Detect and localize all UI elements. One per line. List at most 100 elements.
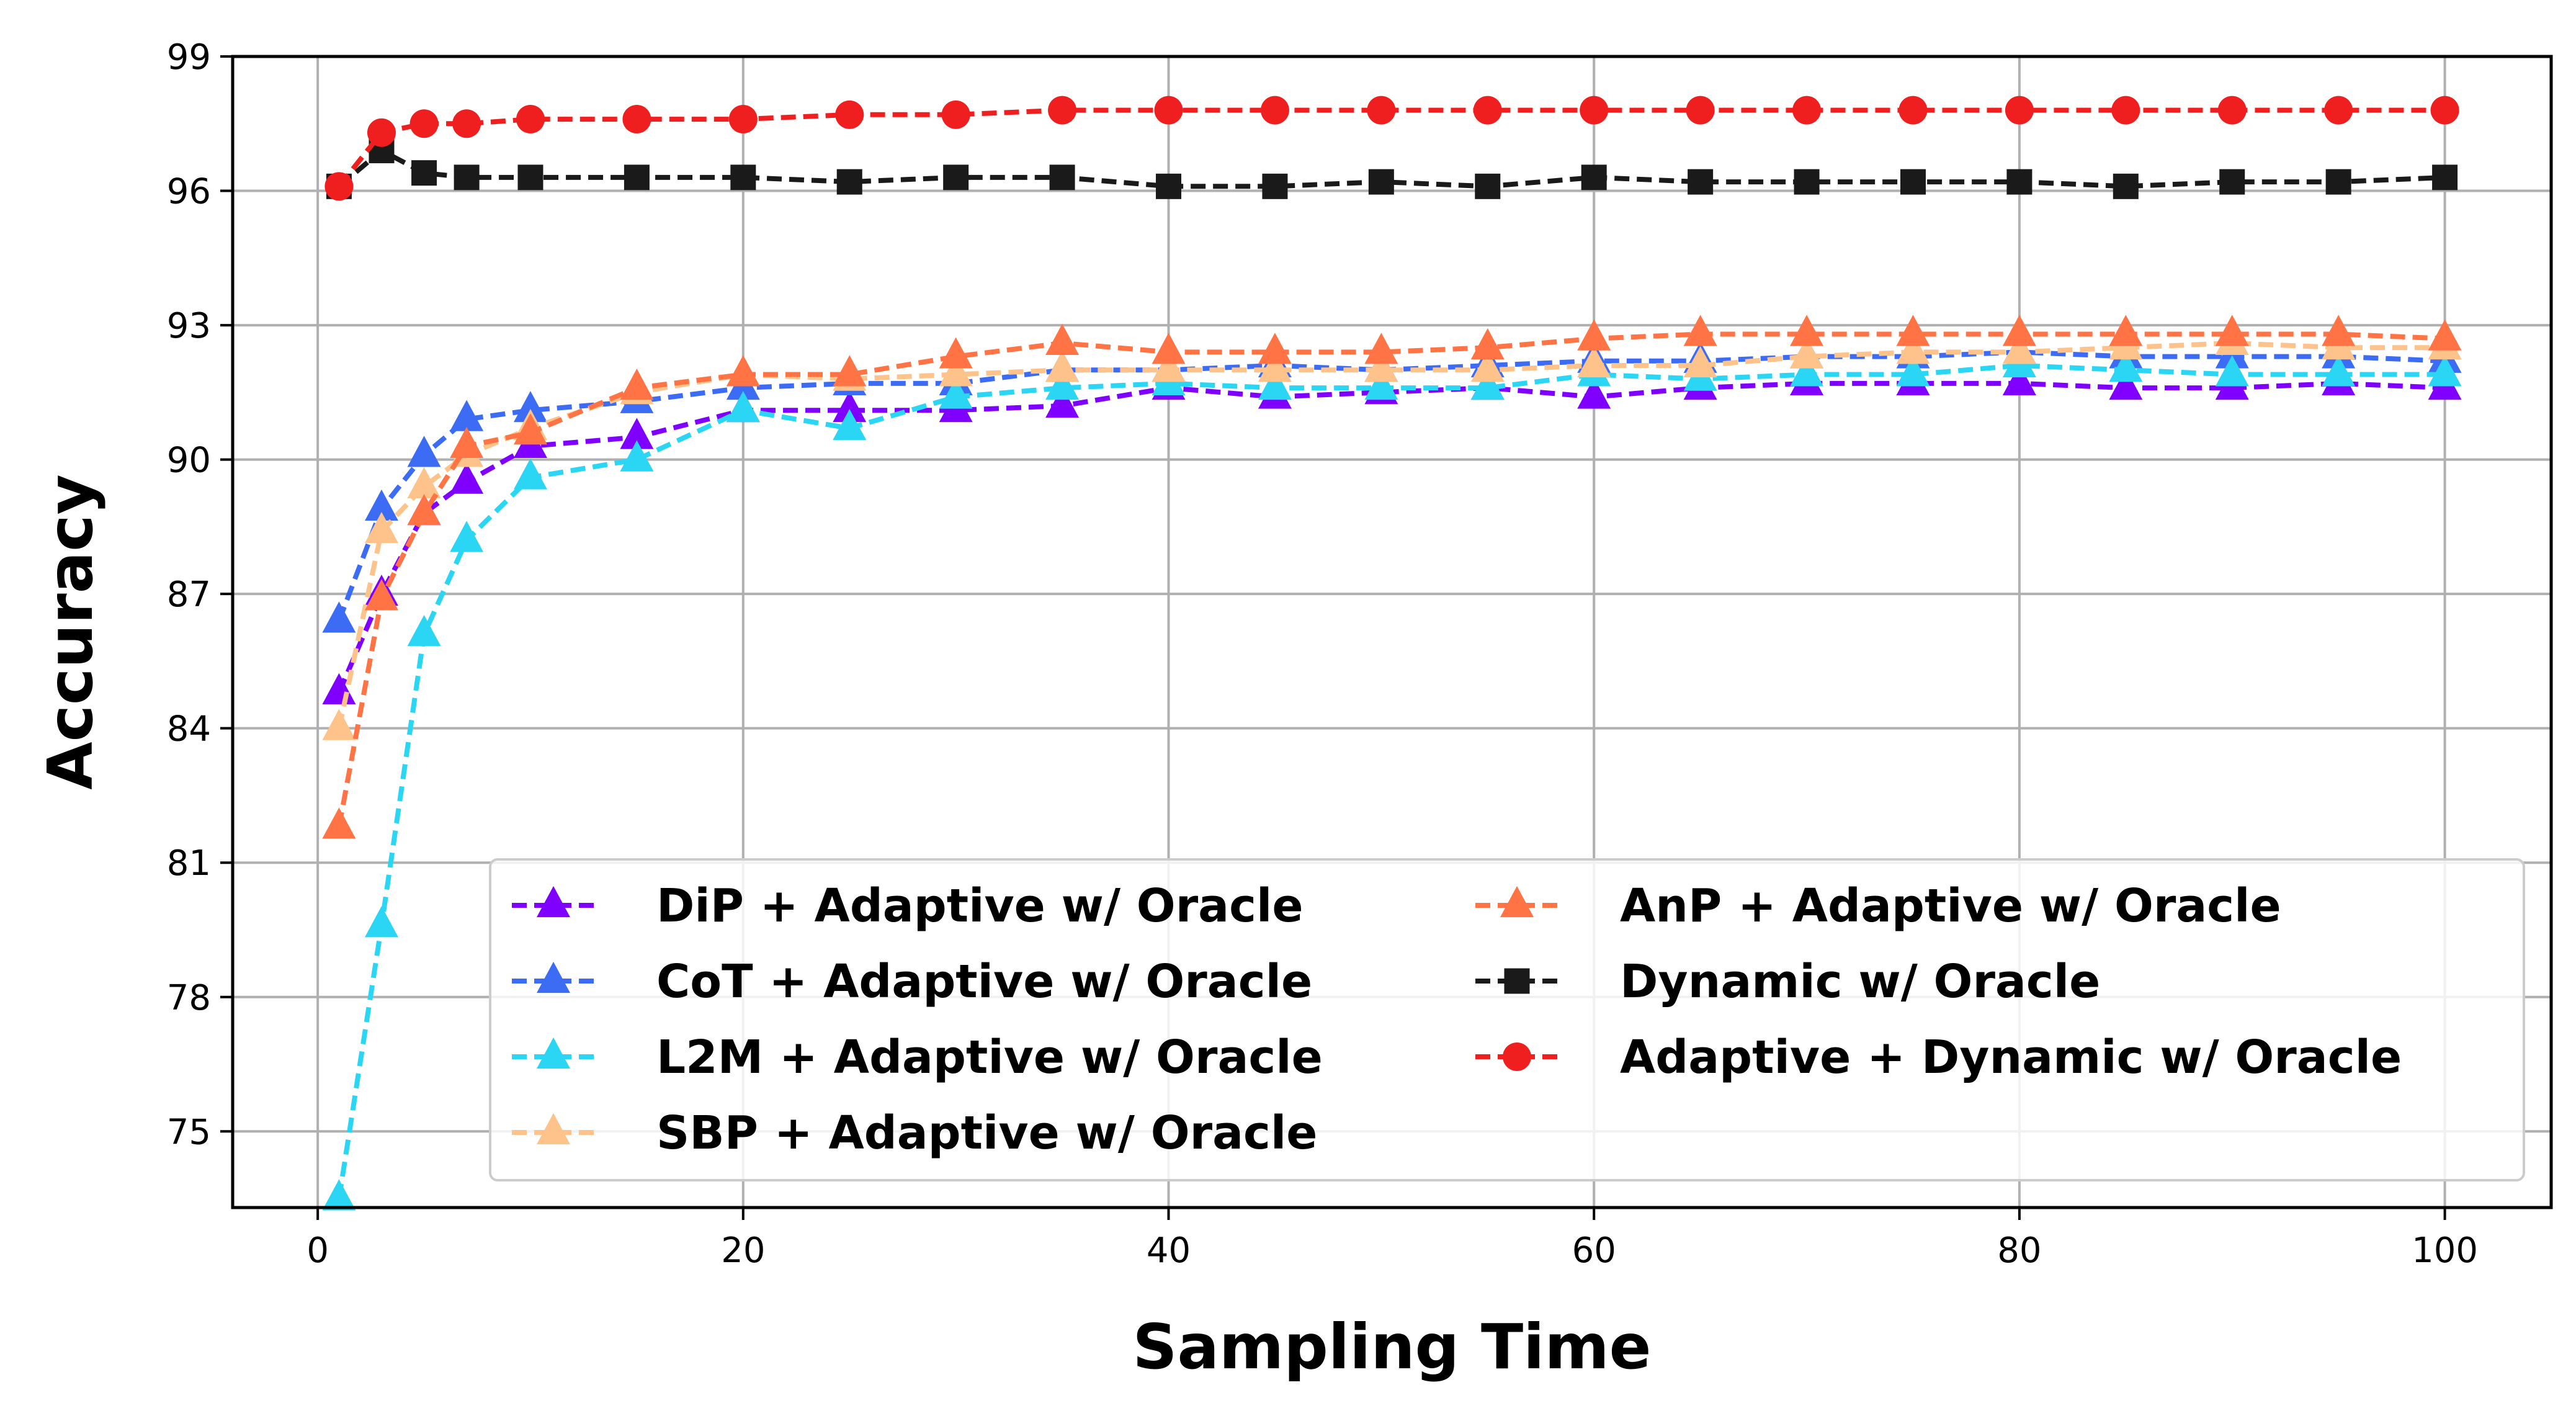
- data-point: [1470, 351, 1505, 382]
- data-point: [2215, 315, 2249, 346]
- x-tick-label: 80: [1997, 1230, 2041, 1271]
- legend-item: Dynamic w/ Oracle: [1475, 955, 2100, 1008]
- data-point: [943, 164, 969, 191]
- data-point: [1473, 96, 1502, 125]
- data-point: [833, 408, 867, 441]
- y-axis-title: Accuracy: [34, 474, 107, 789]
- legend-item: SBP + Adaptive w/ Oracle: [512, 1106, 1317, 1160]
- data-point: [622, 105, 651, 134]
- legend-item: AnP + Adaptive w/ Oracle: [1475, 879, 2281, 933]
- data-point: [836, 169, 862, 195]
- data-point: [2002, 364, 2036, 395]
- data-point: [2005, 96, 2034, 125]
- legend-label: SBP + Adaptive w/ Oracle: [656, 1106, 1317, 1160]
- y-tick-label: 81: [167, 843, 211, 884]
- data-point: [364, 511, 398, 544]
- data-point: [1581, 164, 1607, 191]
- data-point: [1367, 96, 1396, 125]
- data-point: [2217, 96, 2247, 125]
- data-point: [1577, 377, 1611, 409]
- series-5: [322, 315, 2462, 839]
- data-point: [1896, 333, 1930, 364]
- data-point: [939, 337, 973, 369]
- data-point: [1364, 368, 1398, 400]
- legend-box: [489, 858, 2525, 1181]
- data-point: [513, 413, 547, 445]
- data-point: [452, 109, 481, 138]
- data-point: [2111, 96, 2140, 125]
- y-tick-label: 84: [167, 709, 211, 750]
- y-tick-label: 75: [167, 1112, 211, 1152]
- data-point: [322, 1179, 356, 1211]
- y-tick-label: 96: [167, 172, 211, 212]
- legend-item: Adaptive + Dynamic w/ Oracle: [1475, 1031, 2402, 1084]
- legend-label: CoT + Adaptive w/ Oracle: [656, 955, 1312, 1008]
- data-point: [322, 601, 356, 633]
- data-point: [728, 105, 758, 134]
- data-point: [2432, 164, 2458, 191]
- data-point: [364, 489, 398, 521]
- data-point: [407, 614, 441, 647]
- data-point: [1470, 368, 1505, 400]
- data-point: [2109, 351, 2143, 382]
- data-point: [2428, 355, 2462, 387]
- data-point: [1154, 96, 1183, 125]
- data-point: [835, 100, 864, 129]
- data-point: [1475, 173, 1501, 199]
- legend-item: DiP + Adaptive w/ Oracle: [512, 879, 1304, 933]
- data-point: [516, 105, 545, 134]
- legend-marker: [1504, 968, 1530, 994]
- data-point: [450, 462, 484, 494]
- data-point: [620, 418, 654, 449]
- legend-marker: [537, 961, 570, 993]
- data-point: [941, 100, 970, 129]
- data-point: [322, 709, 356, 740]
- data-point: [2215, 355, 2249, 387]
- data-point: [1580, 96, 1609, 125]
- data-point: [450, 521, 484, 552]
- legend-label: DiP + Adaptive w/ Oracle: [656, 879, 1304, 933]
- data-point: [1470, 328, 1505, 360]
- data-point: [324, 172, 354, 201]
- data-point: [367, 118, 396, 147]
- data-point: [2109, 315, 2143, 346]
- legend-label: AnP + Adaptive w/ Oracle: [1620, 879, 2281, 933]
- data-point: [1577, 346, 1611, 378]
- data-point: [1688, 169, 1714, 195]
- data-point: [1364, 333, 1398, 364]
- data-point: [1258, 333, 1292, 364]
- data-point: [517, 164, 543, 191]
- data-point: [2324, 96, 2353, 125]
- data-point: [1045, 368, 1080, 400]
- data-point: [1258, 351, 1292, 382]
- data-point: [2002, 333, 2036, 364]
- data-point: [1045, 386, 1080, 418]
- data-point: [1152, 351, 1186, 382]
- data-point: [1898, 96, 1928, 125]
- y-tick-label: 93: [167, 306, 211, 346]
- data-point: [624, 164, 650, 191]
- data-point: [833, 355, 867, 387]
- y-tick-label: 78: [167, 978, 211, 1018]
- legend-label: Dynamic w/ Oracle: [1620, 955, 2100, 1008]
- data-point: [1790, 355, 1824, 387]
- data-point: [1686, 96, 1715, 125]
- data-point: [1896, 315, 1930, 346]
- x-tick-label: 60: [1572, 1230, 1616, 1271]
- series-7: [324, 96, 2459, 201]
- data-point: [2430, 96, 2459, 125]
- legend-marker: [537, 1113, 570, 1145]
- data-point: [2006, 169, 2033, 195]
- data-point: [833, 391, 867, 423]
- data-point: [1790, 315, 1824, 346]
- data-point: [454, 164, 480, 191]
- data-point: [513, 391, 547, 423]
- y-tick-label: 99: [167, 37, 211, 78]
- data-point: [409, 109, 439, 138]
- y-tick-label: 90: [167, 441, 211, 481]
- x-tick-label: 100: [2412, 1230, 2478, 1271]
- data-point: [450, 400, 484, 431]
- data-point: [1156, 173, 1182, 199]
